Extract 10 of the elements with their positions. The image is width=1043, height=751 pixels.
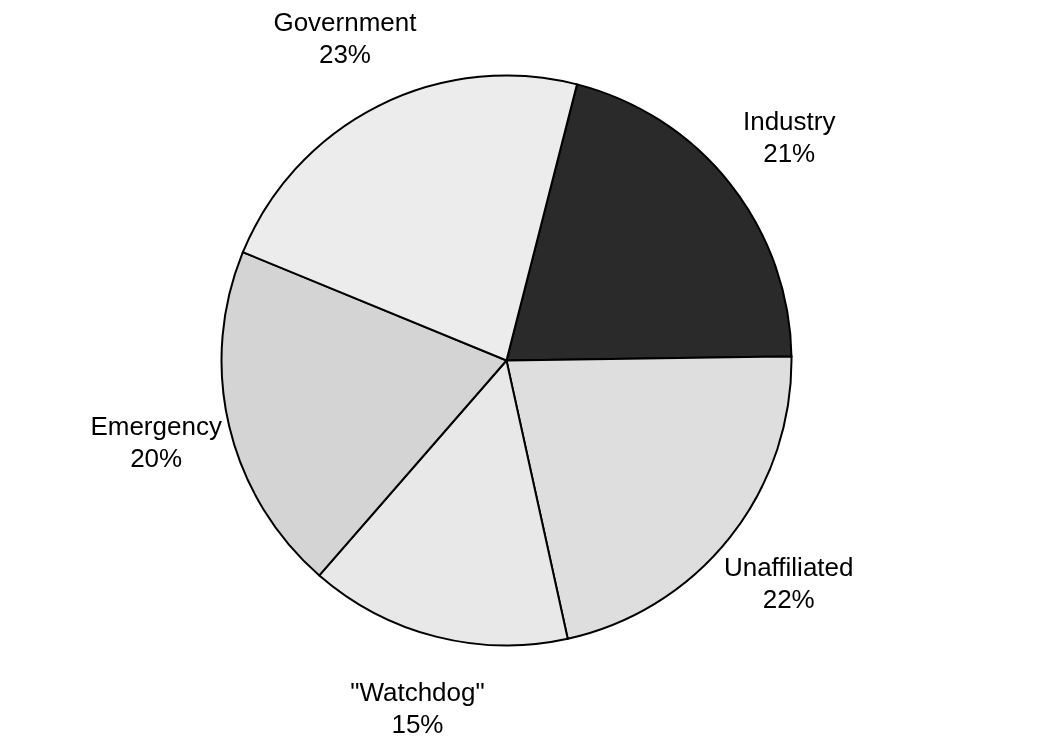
slice-label: Government (273, 6, 418, 37)
slice-label: Emergency (90, 411, 222, 442)
slice-label: Unaffiliated (723, 552, 854, 583)
data-label: 15% (391, 709, 444, 740)
data-label: 22% (762, 584, 815, 615)
data-label: 20% (130, 443, 183, 474)
slice-label: Industry (742, 105, 836, 136)
data-label: 21% (763, 137, 816, 168)
slice-label: "Watchdog" (350, 677, 485, 708)
data-label: 23% (318, 38, 371, 69)
